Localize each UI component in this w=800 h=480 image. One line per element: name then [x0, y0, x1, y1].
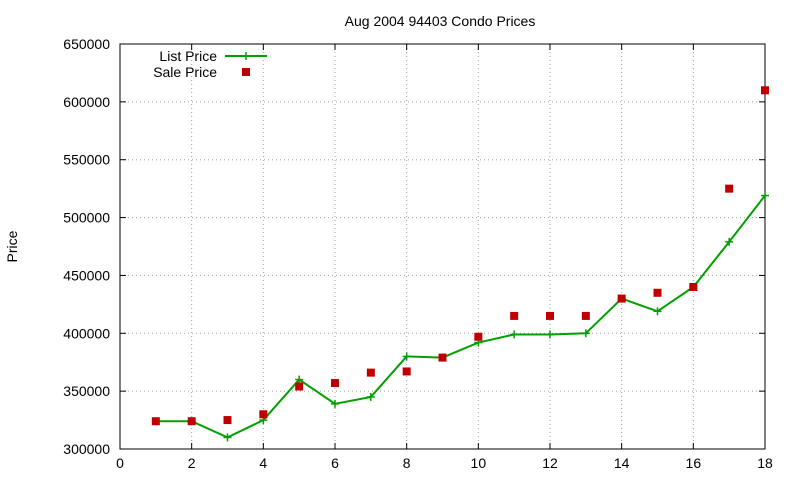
data-point — [223, 416, 232, 425]
data-point — [653, 288, 662, 297]
x-tick-label: 2 — [188, 455, 196, 471]
data-point — [366, 392, 375, 401]
data-point — [331, 379, 339, 388]
y-tick-label: 300000 — [63, 441, 110, 457]
data-point — [617, 294, 626, 303]
series-layer — [151, 86, 769, 442]
data-point — [761, 191, 769, 200]
data-point — [725, 237, 734, 246]
x-tick-label: 10 — [471, 455, 487, 471]
series-2 — [151, 86, 769, 426]
series-line — [155, 194, 766, 439]
data-point — [223, 433, 232, 442]
data-point — [295, 375, 304, 384]
data-point — [546, 311, 554, 320]
data-point — [331, 399, 339, 408]
x-tick-label: 4 — [259, 455, 267, 471]
chart-title: Aug 2004 94403 Condo Prices — [345, 13, 536, 29]
data-point — [581, 311, 590, 320]
y-tick-label: 500000 — [63, 210, 110, 226]
y-axis-label: Price — [4, 230, 20, 262]
x-tick-label: 8 — [403, 455, 411, 471]
y-tick-label: 450000 — [63, 267, 110, 283]
x-tick-label: 12 — [542, 455, 558, 471]
data-point — [761, 86, 769, 95]
data-point — [510, 330, 519, 339]
y-tick-label: 650000 — [63, 36, 110, 52]
data-point — [187, 417, 196, 426]
axis-ticks: 0 2 4 6 8 10 12 14 16 18 300000 350000 400000 450000 5… — [63, 36, 773, 471]
data-point — [653, 307, 662, 316]
x-tick-label: 16 — [686, 455, 702, 471]
data-point — [402, 352, 411, 361]
data-point — [402, 367, 411, 376]
x-tick-label: 6 — [331, 455, 339, 471]
data-point — [581, 329, 590, 338]
data-point — [689, 283, 698, 291]
y-tick-label: 350000 — [63, 383, 110, 399]
y-tick-label: 400000 — [63, 325, 110, 341]
series-1 — [151, 191, 769, 442]
data-point — [366, 368, 375, 377]
data-point — [259, 410, 268, 419]
legend-marker — [242, 52, 250, 60]
legend-label: Sale Price — [153, 64, 217, 80]
data-point — [474, 332, 483, 341]
data-point — [295, 382, 304, 391]
legend-label: List Price — [159, 48, 217, 64]
grid-lines — [120, 44, 765, 449]
plot-frame — [119, 43, 766, 450]
x-tick-label: 18 — [757, 455, 773, 471]
data-point — [151, 417, 160, 426]
data-point — [510, 311, 519, 320]
data-point — [725, 184, 734, 193]
y-tick-label: 600000 — [63, 94, 110, 110]
data-point — [438, 353, 447, 362]
legend-marker — [242, 68, 250, 76]
x-tick-label: 0 — [116, 455, 124, 471]
x-tick-label: 14 — [614, 455, 630, 471]
y-tick-label: 550000 — [63, 152, 110, 168]
data-point — [546, 330, 554, 339]
